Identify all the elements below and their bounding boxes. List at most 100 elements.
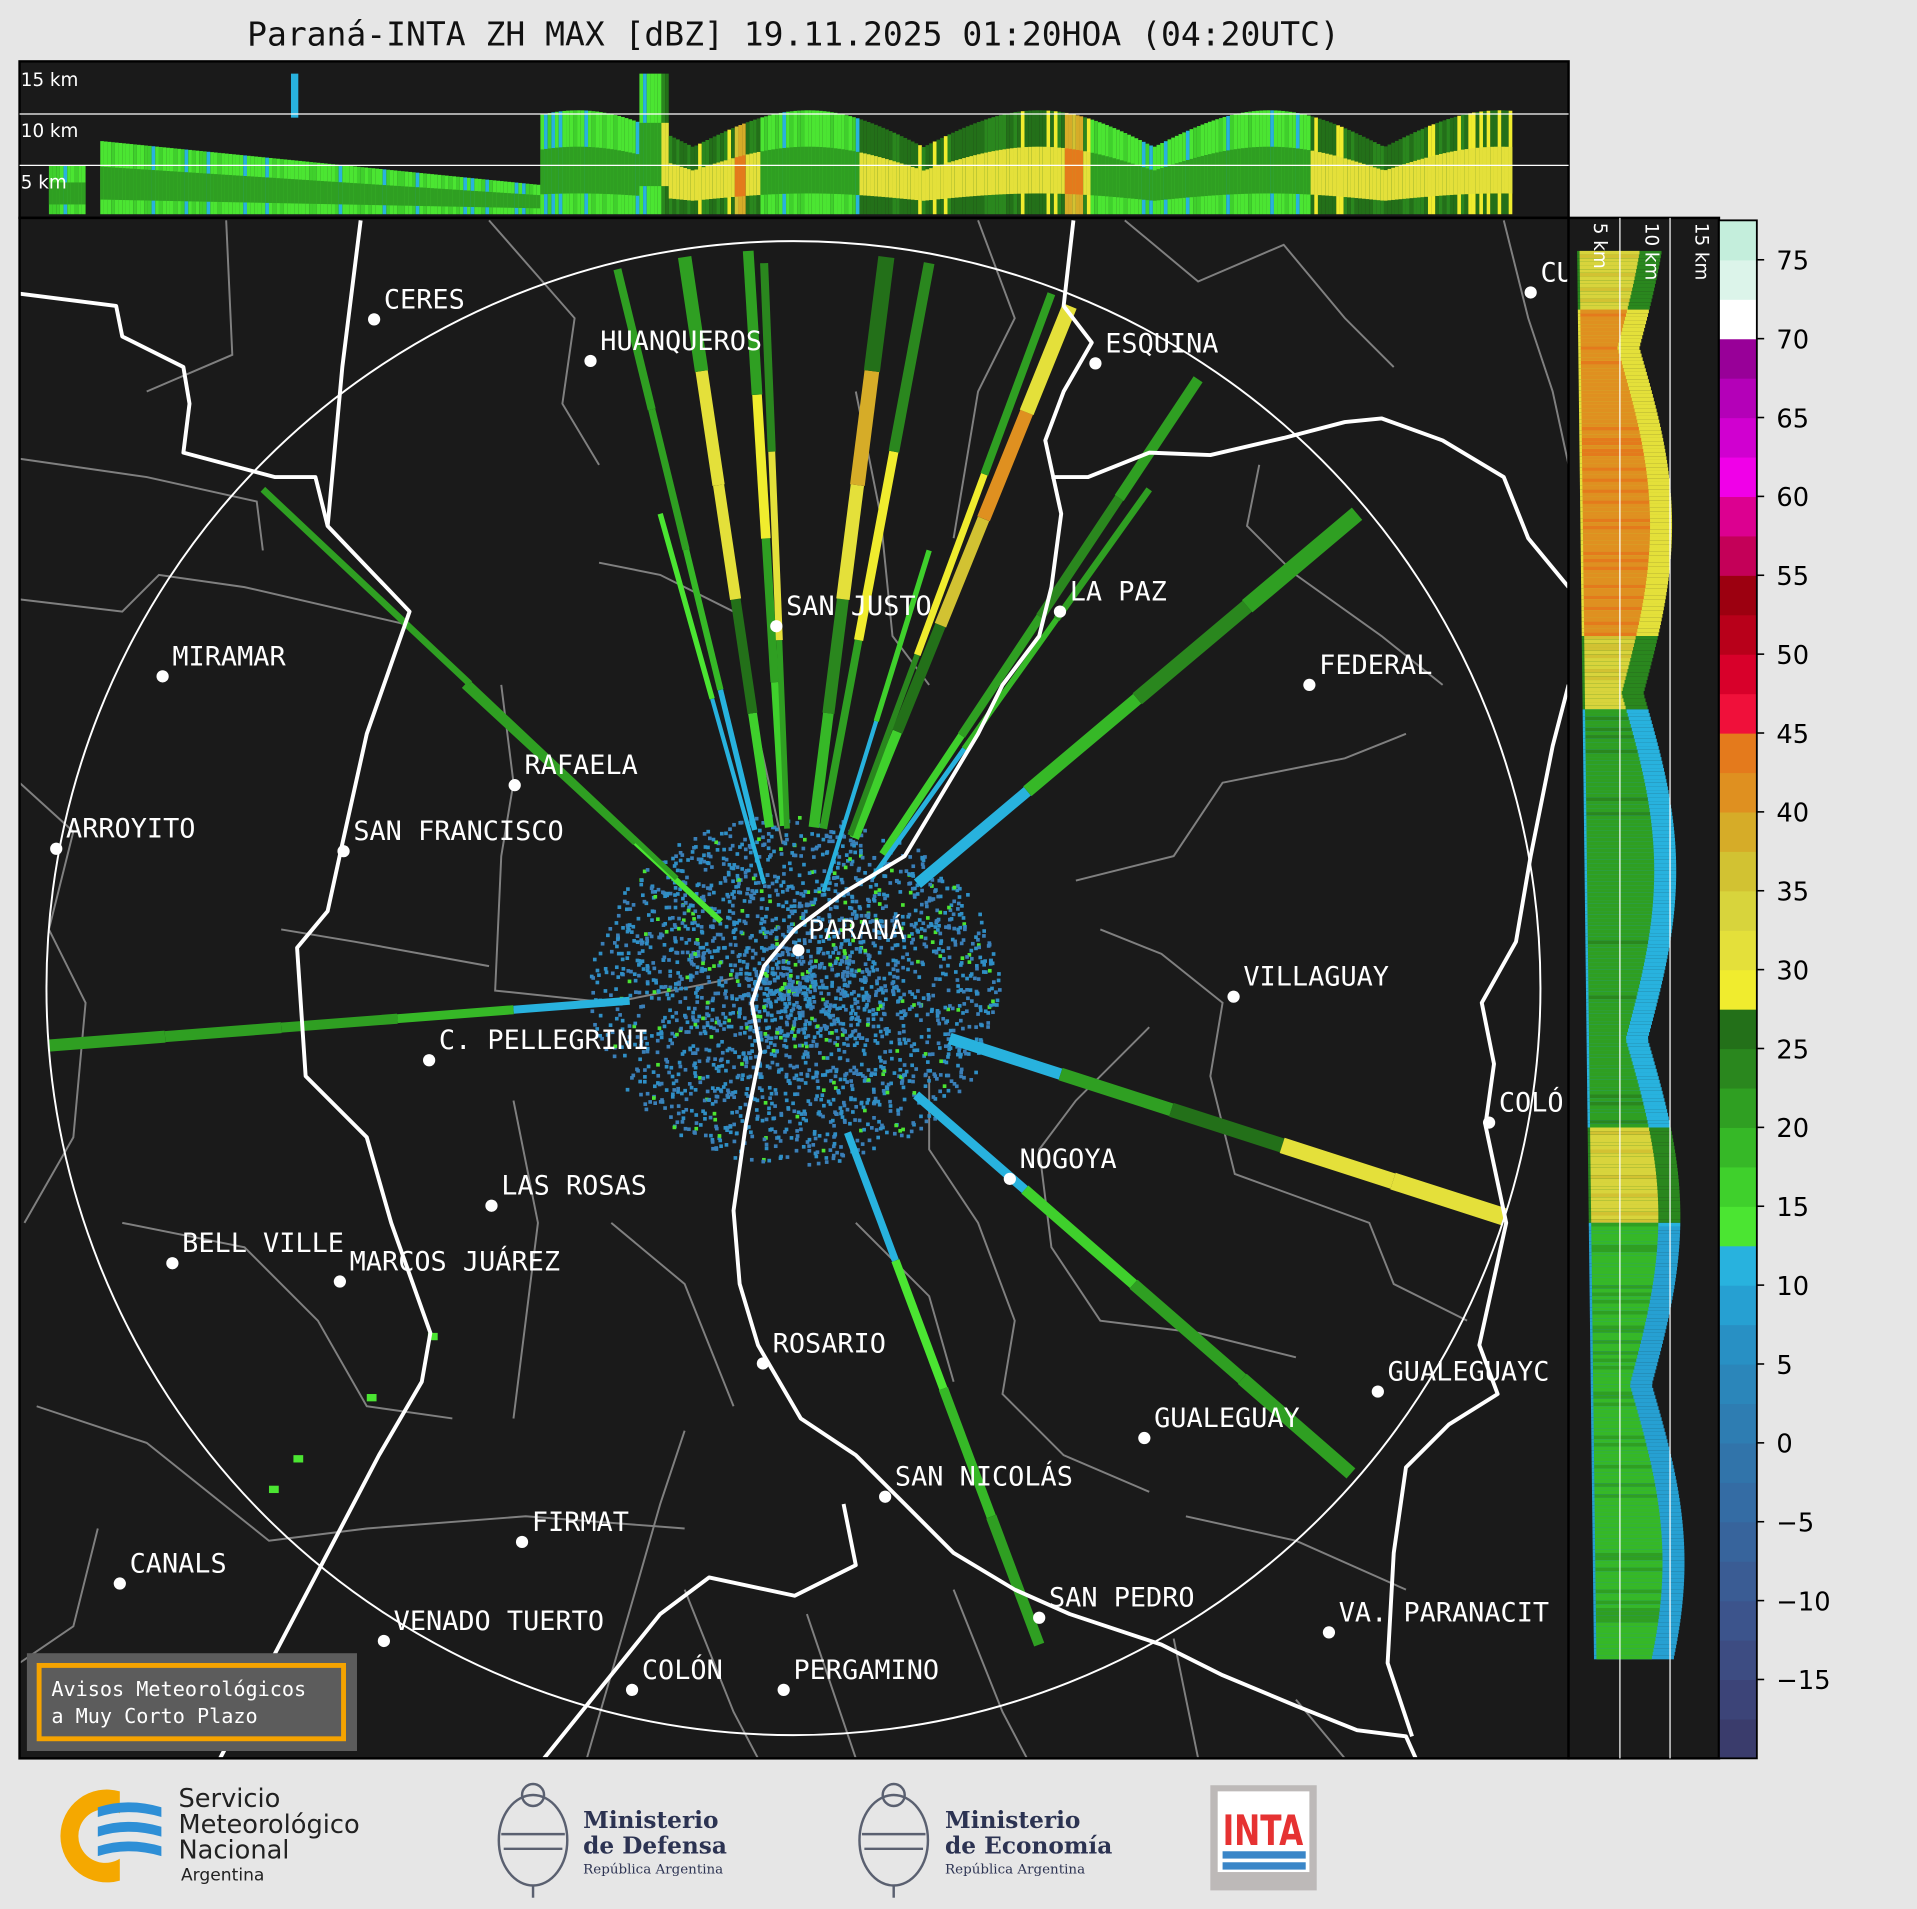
echo-pixel xyxy=(748,935,753,940)
echo-pixel xyxy=(848,857,852,861)
cross-section-echo xyxy=(1595,1593,1662,1597)
echo-pixel xyxy=(620,1045,624,1050)
cross-section-echo xyxy=(1585,753,1639,758)
cross-section-echo xyxy=(1595,1571,1663,1575)
notice-box[interactable]: Avisos Meteorológicos a Muy Corto Plazo xyxy=(26,1653,357,1752)
echo-pixel xyxy=(851,938,855,943)
cross-section-echo xyxy=(639,122,644,187)
echo-pixel xyxy=(744,976,749,981)
echo-pixel xyxy=(892,974,896,979)
cross-section-echo xyxy=(386,185,391,206)
echo-pixel xyxy=(630,1076,634,1080)
cross-section-echo xyxy=(470,190,475,208)
echo-pixel xyxy=(831,1097,836,1102)
city-label: ROSARIO xyxy=(773,1328,886,1359)
province-border xyxy=(1385,684,1569,1737)
echo-pixel xyxy=(895,968,900,973)
echo-pixel xyxy=(755,1114,760,1119)
echo-pixel xyxy=(908,890,913,895)
echo-pixel xyxy=(879,1059,883,1063)
echo-pixel xyxy=(798,1016,802,1021)
echo-pixel xyxy=(813,935,817,940)
cross-section-echo xyxy=(1590,1138,1652,1143)
echo-pixel xyxy=(800,972,805,977)
cross-section-echo xyxy=(1590,1123,1649,1128)
echo-pixel xyxy=(638,1057,642,1062)
cross-section-echo xyxy=(1579,283,1633,288)
echo-pixel xyxy=(842,1042,846,1046)
echo-pixel xyxy=(801,991,805,996)
cross-section-echo xyxy=(1588,962,1645,967)
echo-pixel xyxy=(851,960,856,964)
cross-section-echo xyxy=(1584,639,1635,644)
echo-ray xyxy=(847,653,920,837)
echo-pixel xyxy=(923,928,927,933)
echo-pixel xyxy=(838,1021,843,1026)
echo-pixel xyxy=(672,1125,677,1130)
cross-section-echo xyxy=(48,182,53,205)
city-marker: GUALEGUAYC xyxy=(1371,1357,1549,1398)
echo-pixel xyxy=(948,908,953,912)
echo-pixel xyxy=(789,904,794,909)
echo-pixel xyxy=(830,980,835,985)
echo-pixel xyxy=(723,992,727,996)
echo-pixel xyxy=(770,881,775,886)
echo-pixel xyxy=(907,1007,912,1011)
echo-pixel xyxy=(880,987,884,992)
echo-pixel xyxy=(597,973,601,977)
echo-pixel xyxy=(680,869,685,874)
cross-section-echo xyxy=(1138,165,1142,200)
colorbar-bin xyxy=(1718,1166,1757,1207)
echo-pixel xyxy=(782,993,787,998)
echo-ray xyxy=(822,598,849,714)
echo-pixel xyxy=(941,1016,946,1021)
echo-pixel xyxy=(808,1003,813,1007)
city-marker: SAN FRANCISCO xyxy=(337,816,564,858)
echo-pixel xyxy=(912,1042,917,1046)
echo-pixel xyxy=(779,847,783,851)
echo-pixel xyxy=(800,1013,805,1018)
cross-section-echo xyxy=(1583,544,1650,548)
colorbar-bin xyxy=(1718,851,1757,892)
echo-pixel xyxy=(827,898,832,902)
echo-pixel xyxy=(712,1111,717,1116)
echo-pixel xyxy=(766,999,771,1004)
echo-pixel xyxy=(642,899,647,904)
echo-pixel xyxy=(933,925,938,929)
echo-pixel xyxy=(952,1082,957,1086)
echo-pixel xyxy=(765,1034,770,1039)
cross-section-echo xyxy=(1582,489,1649,493)
cross-section-echo xyxy=(1593,1417,1640,1421)
echo-pixel xyxy=(714,1146,719,1150)
cross-section-echo xyxy=(1592,1347,1640,1352)
echo-pixel xyxy=(808,939,812,943)
echo-pixel xyxy=(847,942,852,946)
cross-section-echo xyxy=(1508,146,1513,194)
echo-pixel xyxy=(873,1096,878,1101)
echo-pixel xyxy=(802,862,806,867)
cross-section-echo xyxy=(177,171,181,202)
echo-pixel xyxy=(804,1118,809,1123)
cross-section-echo xyxy=(1584,676,1626,681)
echo-pixel xyxy=(824,834,829,839)
cross-section-echo xyxy=(1583,573,1647,578)
cross-section-echo xyxy=(602,148,607,194)
echo-pixel xyxy=(791,853,796,858)
echo-pixel xyxy=(862,1127,866,1132)
echo-pixel xyxy=(976,931,981,936)
cross-section-echo xyxy=(1591,1222,1659,1227)
echo-pixel xyxy=(673,1034,677,1039)
echo-pixel xyxy=(872,1099,877,1104)
echo-pixel xyxy=(801,1144,806,1149)
echo-pixel xyxy=(787,1055,792,1059)
echo-pixel xyxy=(694,892,699,896)
cross-section-echo xyxy=(558,147,563,194)
echo-pixel xyxy=(645,1046,650,1051)
echo-pixel xyxy=(775,1027,780,1032)
echo-pixel xyxy=(831,1153,836,1158)
echo-pixel xyxy=(856,1015,860,1020)
cross-section-echo xyxy=(1580,324,1624,328)
echo-ray xyxy=(1241,507,1363,613)
echo-pixel xyxy=(678,858,683,863)
